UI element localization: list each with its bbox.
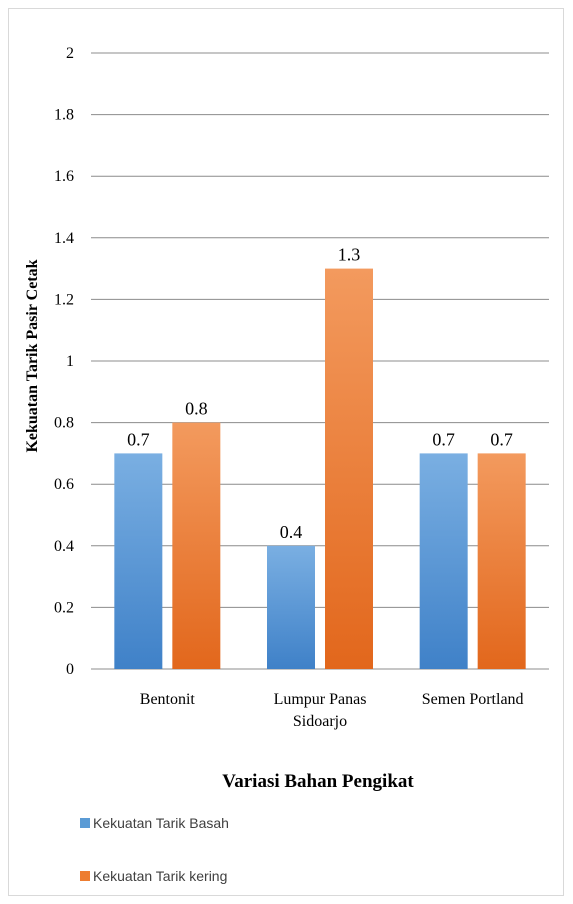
legend-item-kering: Kekuatan Tarik kering [80,868,227,884]
data-label: 0.7 [432,429,455,449]
y-tick-label: 1.2 [54,291,74,308]
gridlines [91,52,549,670]
y-tick-label: 0.6 [54,476,74,493]
y-tick-label: 0.4 [54,538,74,555]
y-tick-label: 2 [66,45,74,62]
y-tick-label: 1 [66,353,74,370]
y-tick-label: 1.4 [54,230,74,247]
y-tick-label: 0 [66,661,74,678]
bar-0-2 [419,453,468,669]
legend-swatch-basah [80,818,90,828]
y-tick-label: 0.2 [54,599,74,616]
data-label: 0.8 [185,399,208,419]
data-label: 0.7 [490,429,513,449]
y-axis-ticks: 0 0.2 0.4 0.6 0.8 1 1.2 1.4 1.6 1.8 2 [54,45,74,678]
data-labels: 0.7 0.4 0.7 0.8 1.3 0.7 [127,245,513,542]
legend-swatch-kering [80,871,90,881]
bars [114,268,526,669]
x-tick-label: Semen Portland [422,691,524,708]
x-axis-ticks: Bentonit Lumpur Panas Sidoarjo Semen Portla… [140,691,524,730]
bar-1-2 [477,453,526,669]
bar-1-1 [325,268,373,669]
y-tick-label: 1.6 [54,168,74,185]
y-axis-label: Kekuatan Tarik Pasir Cetak [24,259,41,452]
legend-label-kering: Kekuatan Tarik kering [93,868,228,884]
y-tick-label: 1.8 [54,107,74,124]
data-label: 1.3 [338,245,361,265]
legend-label-basah: Kekuatan Tarik Basah [93,815,229,831]
bar-0-1 [267,545,315,669]
x-axis-label: Variasi Bahan Pengikat [222,771,414,792]
data-label: 0.4 [280,522,303,542]
bar-1-0 [172,422,221,669]
x-tick-label: Bentonit [140,691,196,708]
x-tick-label: Lumpur Panas Sidoarjo [274,691,367,730]
data-label: 0.7 [127,429,150,449]
chart-frame [8,8,564,896]
legend-item-basah: Kekuatan Tarik Basah [80,815,229,831]
y-tick-label: 0.8 [54,415,74,432]
bar-0-0 [114,453,163,669]
